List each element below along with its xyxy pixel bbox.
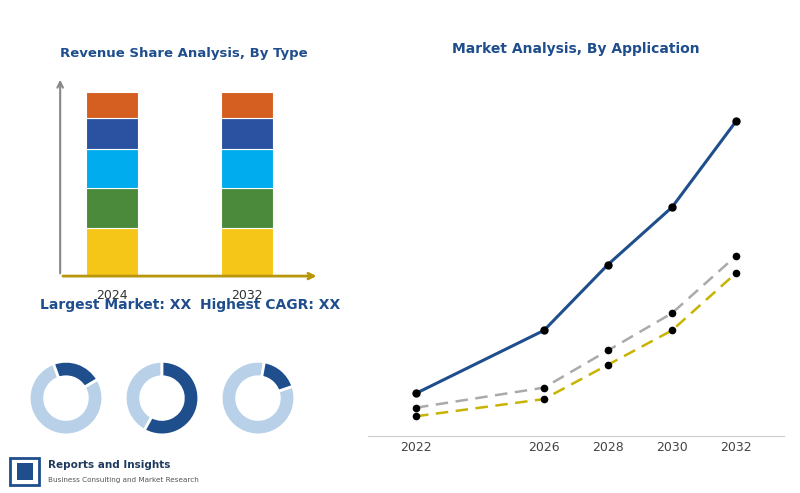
FancyBboxPatch shape <box>17 463 33 480</box>
Wedge shape <box>126 361 162 430</box>
Wedge shape <box>30 363 102 435</box>
Text: Largest Market: XX: Largest Market: XX <box>40 298 191 313</box>
Bar <box>222 187 274 228</box>
Title: Revenue Share Analysis, By Type: Revenue Share Analysis, By Type <box>60 47 308 60</box>
Bar <box>86 92 138 118</box>
Wedge shape <box>222 361 294 435</box>
Text: EUROPE TRADE FINANCE MARKET SEGMENT ANALYSIS: EUROPE TRADE FINANCE MARKET SEGMENT ANAL… <box>114 19 686 38</box>
Text: Reports and Insights: Reports and Insights <box>48 460 170 470</box>
Wedge shape <box>54 361 98 387</box>
Bar <box>222 92 274 118</box>
Title: Market Analysis, By Application: Market Analysis, By Application <box>452 42 700 56</box>
Text: Business Consulting and Market Research: Business Consulting and Market Research <box>48 477 199 483</box>
Bar <box>222 118 274 149</box>
Text: 2032: 2032 <box>231 289 263 302</box>
Bar <box>222 228 274 276</box>
Text: 2024: 2024 <box>96 289 128 302</box>
Bar <box>222 149 274 187</box>
Wedge shape <box>262 362 293 391</box>
Bar <box>86 187 138 228</box>
Wedge shape <box>144 361 198 435</box>
Text: Highest CAGR: XX: Highest CAGR: XX <box>200 298 340 313</box>
Bar <box>86 228 138 276</box>
Bar <box>86 149 138 187</box>
Bar <box>86 118 138 149</box>
